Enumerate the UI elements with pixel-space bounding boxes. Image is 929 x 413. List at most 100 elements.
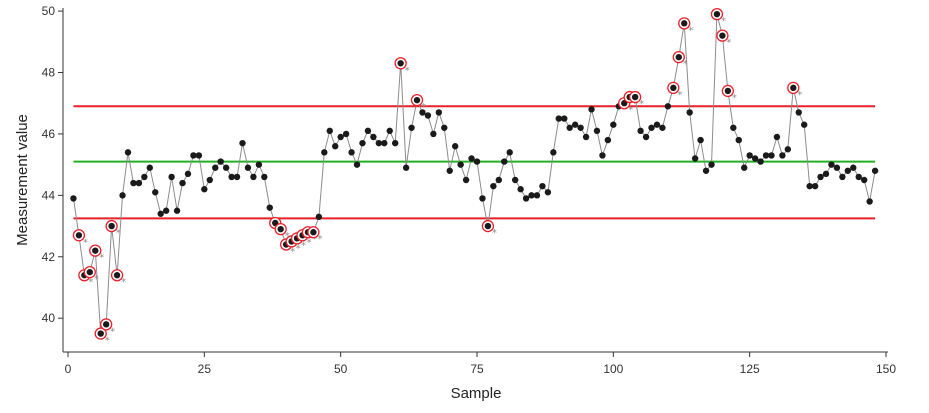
data-point — [124, 149, 132, 156]
data-point — [146, 164, 153, 171]
data-point — [713, 10, 721, 18]
data-point — [332, 143, 339, 150]
data-point — [741, 164, 748, 171]
data-point — [190, 152, 197, 159]
flag-marker: * — [634, 99, 639, 110]
data-point — [277, 225, 284, 233]
flag-marker: * — [317, 234, 322, 245]
data-point — [419, 109, 426, 116]
data-point — [326, 127, 333, 135]
data-point — [468, 155, 475, 162]
data-point — [86, 268, 94, 276]
data-point — [675, 53, 682, 61]
flag-marker: * — [732, 93, 737, 104]
flag-marker: * — [296, 243, 301, 254]
data-point — [435, 109, 443, 116]
y-tick-label: 42 — [42, 250, 56, 264]
data-point — [506, 149, 513, 156]
flag-marker: * — [688, 25, 693, 36]
flag-marker: * — [105, 336, 110, 347]
data-point — [648, 124, 655, 131]
data-point — [397, 60, 404, 67]
y-tick-label: 48 — [42, 66, 56, 80]
flag-marker: * — [312, 234, 317, 245]
flag-marker: * — [639, 99, 644, 110]
data-point — [495, 176, 503, 184]
flag-marker: * — [683, 59, 688, 70]
data-point — [571, 121, 579, 128]
data-point — [206, 176, 213, 184]
data-point — [790, 84, 797, 92]
data-point — [250, 173, 257, 181]
data-point — [860, 176, 868, 184]
data-point — [168, 173, 175, 181]
data-point — [70, 195, 77, 202]
data-point — [719, 32, 726, 39]
data-point — [228, 173, 235, 181]
flag-marker: * — [726, 38, 731, 49]
data-point — [97, 330, 104, 337]
data-point — [255, 161, 263, 168]
data-point — [157, 210, 164, 217]
data-point — [413, 96, 421, 104]
data-point — [850, 164, 857, 171]
data-point — [266, 204, 273, 211]
data-point — [315, 213, 323, 221]
data-point — [201, 186, 208, 193]
flag-marker: * — [301, 240, 306, 251]
data-point — [533, 192, 541, 199]
data-point — [92, 247, 99, 254]
flag-marker: * — [94, 274, 99, 285]
flag-marker: * — [99, 253, 104, 264]
data-point — [610, 121, 617, 128]
data-point — [392, 139, 399, 147]
data-point — [833, 164, 841, 171]
data-point — [653, 121, 661, 128]
data-point — [631, 93, 639, 101]
data-point — [424, 112, 432, 119]
y-tick-label: 40 — [42, 311, 56, 325]
y-tick-label: 50 — [42, 4, 56, 18]
data-point — [113, 272, 121, 279]
data-point — [212, 164, 219, 171]
data-point — [561, 115, 568, 122]
data-point — [691, 155, 699, 162]
x-ticks: 0 25 50 75 100 125 150 — [65, 352, 896, 376]
data-point — [855, 173, 862, 181]
data-point — [681, 20, 688, 27]
x-tick-label: 25 — [198, 362, 212, 376]
data-point — [348, 149, 355, 156]
data-point — [473, 158, 481, 165]
data-point — [773, 133, 781, 141]
data-point — [402, 164, 410, 171]
flag-marker: * — [290, 247, 295, 258]
flag-marker: * — [677, 90, 682, 101]
data-point — [539, 182, 546, 190]
data-point — [370, 133, 377, 141]
data-point — [550, 149, 557, 156]
data-point — [490, 182, 497, 190]
data-point — [162, 207, 170, 214]
data-point — [708, 161, 715, 168]
flag-marker: * — [421, 102, 426, 113]
data-point — [141, 173, 148, 181]
data-point — [593, 127, 601, 135]
data-point — [517, 186, 524, 193]
axes: 40 42 44 46 48 50 0 25 50 75 100 125 150 Sample Mea… — [14, 4, 896, 402]
series-line — [73, 13, 876, 336]
data-point — [795, 109, 802, 116]
data-point — [670, 84, 677, 92]
flag-marker: * — [628, 105, 633, 116]
data-point — [130, 179, 137, 187]
data-point — [762, 152, 770, 159]
data-point — [784, 146, 792, 153]
data-point — [844, 167, 852, 174]
data-point — [871, 167, 879, 174]
data-point — [173, 207, 181, 214]
data-point — [75, 232, 83, 239]
data-point — [381, 139, 388, 147]
y-tick-label: 44 — [42, 188, 56, 202]
data-point — [337, 133, 344, 141]
